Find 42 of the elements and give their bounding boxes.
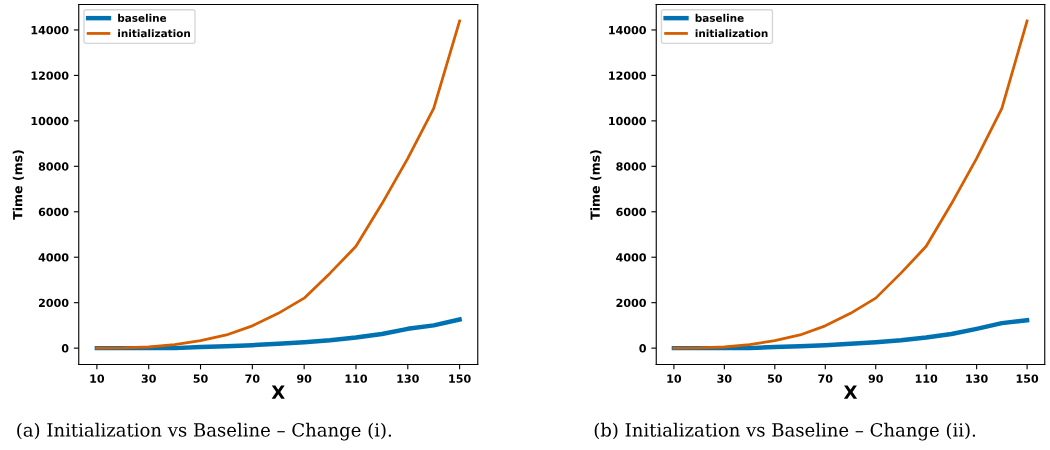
- x-tick-label: 130: [966, 374, 988, 383]
- x-tick-label: 90: [297, 374, 312, 383]
- y-tick-label: 12000: [609, 71, 646, 80]
- y-tick-label: 8000: [38, 162, 69, 171]
- x-tick-label: 70: [818, 374, 833, 383]
- y-tick-label: 10000: [31, 116, 69, 126]
- x-tick-label: 70: [245, 374, 260, 383]
- y-tick-label: 0: [61, 344, 69, 353]
- y-tick-label: 4000: [38, 253, 69, 262]
- y-tick-label: 4000: [616, 253, 646, 262]
- y-tick-label: 2000: [616, 298, 646, 308]
- legend-label: baseline: [695, 13, 744, 22]
- x-tick-label: 110: [345, 374, 368, 383]
- y-tick-label: 12000: [31, 71, 69, 80]
- text: (a) Initialization vs Baseline – Change (i).: [17, 422, 392, 441]
- x-tick-label: 50: [193, 374, 208, 383]
- y-tick-label: 10000: [609, 116, 646, 126]
- x-tick-label: 10: [90, 374, 105, 383]
- x-tick-label: 30: [141, 374, 156, 383]
- y-tick-label: 6000: [616, 207, 646, 217]
- y-tick-label: 14000: [609, 25, 646, 35]
- y-tick-label: 6000: [38, 207, 69, 217]
- x-tick-label: 10: [667, 374, 682, 383]
- text: (b) Initialization vs Baseline – Change (ii).: [594, 422, 976, 441]
- y-axis-title: Time (ms): [12, 150, 24, 220]
- y-tick-label: 0: [639, 344, 646, 353]
- y-tick-label: 2000: [38, 298, 69, 308]
- legend-label: initialization: [695, 29, 768, 38]
- x-tick-label: 150: [1016, 374, 1039, 383]
- x-axis-title: X: [843, 385, 858, 399]
- y-tick-label: 8000: [616, 162, 646, 171]
- legend-label: baseline: [118, 13, 167, 22]
- y-axis-title: Time (ms): [590, 150, 602, 220]
- y-tick-label: 14000: [31, 25, 69, 35]
- x-tick-label: 130: [397, 374, 419, 383]
- x-tick-label: 30: [717, 374, 732, 383]
- legend-label: initialization: [118, 29, 190, 38]
- x-tick-label: 50: [767, 374, 783, 383]
- x-tick-label: 110: [915, 374, 938, 383]
- x-tick-label: 90: [868, 374, 883, 383]
- x-tick-label: 150: [449, 374, 471, 383]
- x-axis-title: X: [271, 385, 285, 399]
